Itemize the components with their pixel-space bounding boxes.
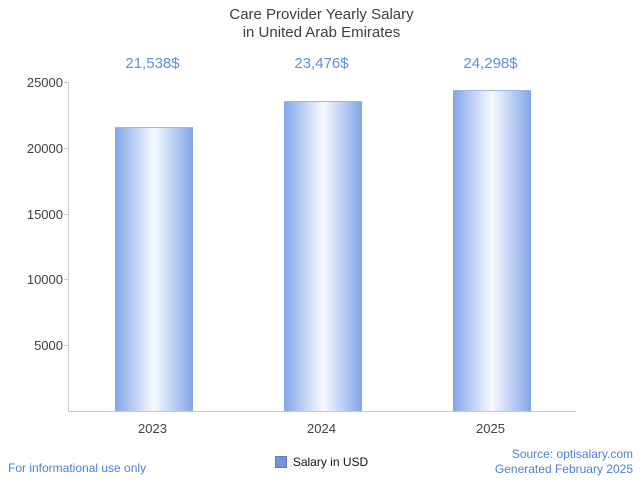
chart-title-line1: Care Provider Yearly Salary (229, 6, 414, 23)
x-tick-label: 2023 (138, 421, 167, 436)
bar-value-label: 21,538$ (125, 55, 180, 72)
y-tick-label: 25000 (26, 75, 63, 90)
legend-swatch-icon (274, 456, 287, 468)
y-tick-label: 10000 (26, 272, 63, 288)
y-tick-label: 20000 (26, 140, 63, 156)
bar-2023 (114, 127, 193, 411)
legend-label: Salary in USD (292, 455, 369, 469)
chart-title-line2: in United Arab Emirates (242, 24, 401, 41)
x-tick-label: 2024 (307, 421, 336, 436)
y-tick-label: 15000 (26, 206, 63, 222)
y-tick-mark (64, 213, 68, 215)
bar-2024 (283, 101, 362, 411)
chart-title: Care Provider Yearly Salary in United Ar… (0, 6, 643, 42)
y-tick-mark (64, 147, 68, 149)
y-tick-mark (64, 345, 68, 347)
source-text: Source: optisalary.com (511, 447, 633, 461)
x-tick-label: 2025 (476, 421, 505, 436)
y-tick-mark (64, 279, 68, 281)
source-block: Source: optisalary.com Generated Februar… (495, 447, 633, 477)
generated-text: Generated February 2025 (494, 462, 633, 476)
bar-value-label: 23,476$ (294, 55, 349, 72)
y-tick-mark (64, 82, 68, 83)
plot-area (68, 82, 576, 412)
legend: Salary in USD (0, 455, 643, 469)
bar-value-label: 24,298$ (463, 55, 518, 72)
disclaimer-text: For informational use only (8, 461, 147, 475)
y-tick-label: 5000 (34, 338, 63, 354)
bar-2025 (452, 90, 531, 411)
